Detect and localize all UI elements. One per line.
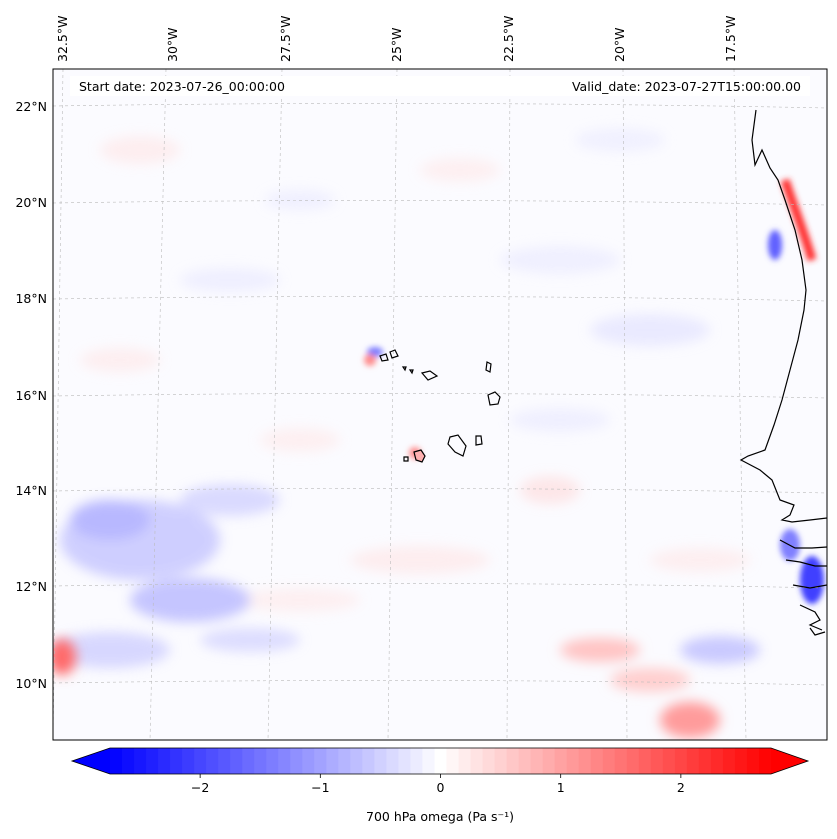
colorbar-step — [398, 748, 412, 774]
colorbar-step — [242, 748, 255, 774]
colorbar-step — [170, 748, 183, 774]
colorbar-step — [758, 748, 772, 774]
colorbar-step — [614, 748, 628, 774]
colorbar-step — [218, 748, 231, 774]
lat-label: 20°N — [15, 195, 47, 210]
colorbar-step — [458, 748, 472, 774]
lon-label: 32.5°W — [55, 16, 70, 62]
colorbar: −2 −1 0 1 2 700 hPa omega (Pa s⁻¹) — [70, 747, 810, 824]
colorbar-tick-label: −2 — [191, 780, 209, 795]
map-panel: Start date: 2023-07-26_00:00:00 Valid_da… — [52, 68, 828, 741]
lat-label: 18°N — [15, 291, 47, 306]
colorbar-step — [410, 748, 424, 774]
colorbar-step — [470, 748, 484, 774]
lon-label: 27.5°W — [278, 16, 293, 62]
valid-date-label: Valid_date: 2023-07-27T15:00:00.00 — [572, 79, 801, 94]
colorbar-step — [374, 748, 388, 774]
colorbar-step — [254, 748, 267, 774]
colorbar-label: 700 hPa omega (Pa s⁻¹) — [366, 809, 514, 824]
colorbar-step — [434, 748, 448, 774]
colorbar-tick-label: 2 — [677, 780, 685, 795]
colorbar-step — [182, 748, 195, 774]
start-date-label: Start date: 2023-07-26_00:00:00 — [79, 79, 285, 94]
colorbar-step — [734, 748, 748, 774]
colorbar-step — [290, 748, 303, 774]
colorbar-step — [302, 748, 315, 774]
colorbar-step — [266, 748, 279, 774]
colorbar-step — [662, 748, 676, 774]
colorbar-step — [722, 748, 736, 774]
colorbar-step — [314, 748, 327, 774]
colorbar-step — [626, 748, 640, 774]
colorbar-step — [566, 748, 580, 774]
latitude-labels: 22°N 20°N 18°N 16°N 14°N 12°N 10°N — [15, 99, 47, 691]
lat-label: 14°N — [15, 483, 47, 498]
colorbar-step — [326, 748, 339, 774]
colorbar-step — [698, 748, 712, 774]
colorbar-step — [158, 748, 171, 774]
colorbar-step — [710, 748, 724, 774]
colorbar-step — [230, 748, 243, 774]
colorbar-ticks: −2 −1 0 1 2 — [191, 774, 685, 795]
lat-label: 22°N — [15, 99, 47, 114]
date-label-box — [70, 76, 810, 96]
colorbar-step — [386, 748, 400, 774]
lat-label: 16°N — [15, 388, 47, 403]
lon-label: 22.5°W — [501, 16, 516, 62]
lat-label: 12°N — [15, 579, 47, 594]
lon-label: 30°W — [165, 27, 180, 62]
colorbar-step — [506, 748, 520, 774]
colorbar-step — [674, 748, 688, 774]
omega-field — [53, 128, 824, 738]
longitude-labels: 32.5°W 30°W 27.5°W 25°W 22.5°W 20°W 17.5… — [55, 16, 738, 62]
graticule — [53, 69, 827, 740]
colorbar-step — [686, 748, 700, 774]
colorbar-step — [110, 748, 123, 774]
colorbar-step — [542, 748, 556, 774]
colorbar-step — [554, 748, 568, 774]
lat-label: 10°N — [15, 676, 47, 691]
colorbar-tick-label: −1 — [311, 780, 329, 795]
colorbar-step — [590, 748, 604, 774]
colorbar-step — [206, 748, 219, 774]
colorbar-step — [746, 748, 760, 774]
colorbar-step — [146, 748, 159, 774]
colorbar-step — [194, 748, 207, 774]
colorbar-step — [482, 748, 496, 774]
colorbar-step — [530, 748, 544, 774]
lon-label: 17.5°W — [723, 16, 738, 62]
colorbar-step — [362, 748, 375, 774]
colorbar-step — [278, 748, 291, 774]
colorbar-step — [602, 748, 616, 774]
colorbar-step — [650, 748, 664, 774]
colorbar-step — [638, 748, 652, 774]
colorbar-step — [122, 748, 135, 774]
lon-label: 25°W — [389, 27, 404, 62]
colorbar-high-extension — [771, 748, 808, 774]
colorbar-step — [338, 748, 351, 774]
colorbar-step — [134, 748, 147, 774]
colorbar-step — [578, 748, 592, 774]
coastlines — [379, 109, 827, 636]
colorbar-tick-label: 1 — [557, 780, 565, 795]
colorbar-step — [446, 748, 460, 774]
colorbar-step — [494, 748, 508, 774]
colorbar-low-extension — [72, 748, 110, 774]
colorbar-tick-label: 0 — [437, 780, 445, 795]
colorbar-step — [422, 748, 436, 774]
colorbar-steps — [110, 748, 772, 774]
colorbar-step — [350, 748, 363, 774]
colorbar-step — [518, 748, 532, 774]
lon-label: 20°W — [612, 27, 627, 62]
